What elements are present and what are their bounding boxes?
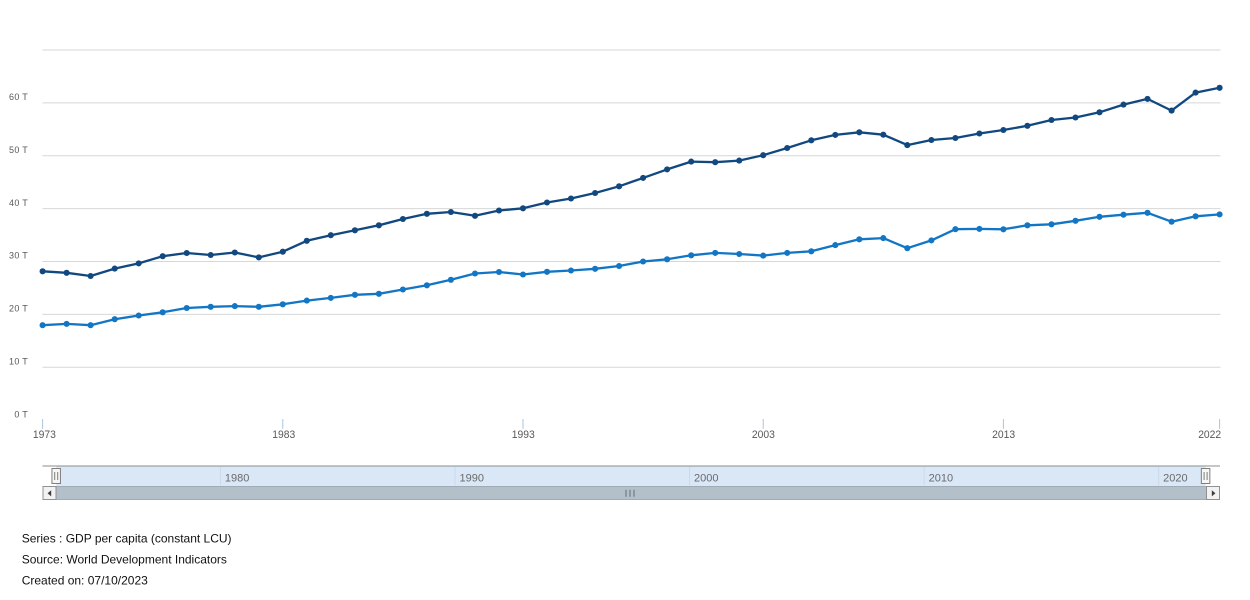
svg-text:30 T: 30 T — [9, 251, 28, 261]
svg-text:0 T: 0 T — [14, 409, 28, 419]
svg-text:1980: 1980 — [225, 472, 249, 484]
svg-text:10 T: 10 T — [9, 356, 28, 366]
svg-text:2010: 2010 — [929, 472, 953, 484]
svg-text:Series : GDP per capita (const: Series : GDP per capita (constant LCU) — [22, 532, 232, 546]
svg-text:2022: 2022 — [1198, 429, 1221, 441]
svg-text:1990: 1990 — [459, 472, 483, 484]
svg-text:1993: 1993 — [512, 429, 535, 441]
svg-text:Source: World Development Indi: Source: World Development Indicators — [22, 553, 227, 567]
svg-text:Created on: 07/10/2023: Created on: 07/10/2023 — [22, 573, 148, 587]
svg-text:2000: 2000 — [694, 472, 718, 484]
svg-text:20 T: 20 T — [9, 304, 28, 314]
svg-text:60 T: 60 T — [9, 92, 28, 102]
svg-text:50 T: 50 T — [9, 145, 28, 155]
svg-text:2003: 2003 — [752, 429, 775, 441]
svg-text:1983: 1983 — [272, 429, 295, 441]
svg-text:2013: 2013 — [992, 429, 1015, 441]
svg-text:2020: 2020 — [1163, 472, 1187, 484]
svg-text:1973: 1973 — [33, 429, 56, 441]
svg-text:40 T: 40 T — [9, 198, 28, 208]
